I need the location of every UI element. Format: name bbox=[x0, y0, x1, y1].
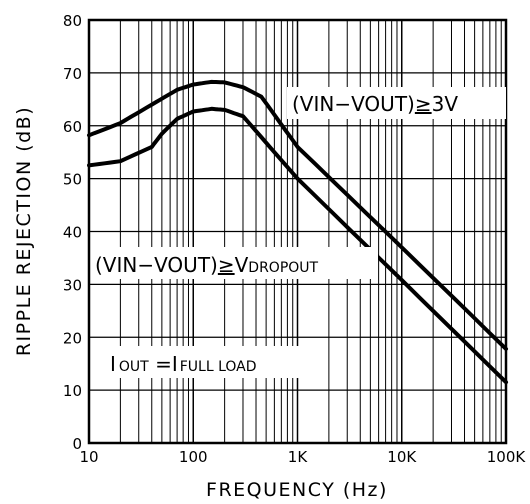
x-tick-label: 10 bbox=[79, 448, 98, 466]
y-axis-title: RIPPLE REJECTION (dB) bbox=[13, 106, 35, 356]
y-tick-label: 40 bbox=[63, 224, 82, 242]
series-line-2 bbox=[87, 106, 508, 385]
y-tick-labels: 0 10 20 30 40 50 60 70 80 bbox=[63, 12, 82, 453]
x-tick-label: 10K bbox=[387, 448, 417, 466]
plot-frame bbox=[87, 18, 508, 445]
series-layer bbox=[87, 79, 508, 385]
x-tick-label: 1K bbox=[288, 448, 309, 466]
annotation-vin-vout-3v: (VIN−VOUT)≥3V bbox=[292, 92, 458, 116]
annotation-iout-full-load: I OUT =I FULL LOAD bbox=[110, 352, 257, 376]
y-tick-label: 20 bbox=[63, 329, 82, 347]
grid bbox=[89, 20, 506, 443]
annotation-bg-dropout bbox=[92, 247, 378, 279]
x-tick-label: 100K bbox=[487, 448, 527, 466]
y-tick-label: 70 bbox=[63, 65, 82, 83]
y-tick-label: 10 bbox=[63, 382, 82, 400]
x-tick-label: 100 bbox=[179, 448, 208, 466]
series-line-1 bbox=[87, 79, 508, 351]
y-tick-label: 80 bbox=[63, 12, 82, 30]
annotation-bg-load bbox=[106, 346, 312, 378]
y-tick-label: 0 bbox=[72, 435, 82, 453]
x-axis-title: FREQUENCY (Hz) bbox=[206, 479, 388, 501]
annotation-vin-vout-dropout: (VIN−VOUT)≥VDROPOUT bbox=[95, 253, 319, 277]
y-tick-label: 50 bbox=[63, 171, 82, 189]
annotation-bg-3v bbox=[287, 87, 506, 119]
y-tick-label: 30 bbox=[63, 276, 82, 294]
y-tick-label: 60 bbox=[63, 118, 82, 136]
x-tick-labels: 10 100 1K 10K 100K bbox=[79, 448, 526, 466]
